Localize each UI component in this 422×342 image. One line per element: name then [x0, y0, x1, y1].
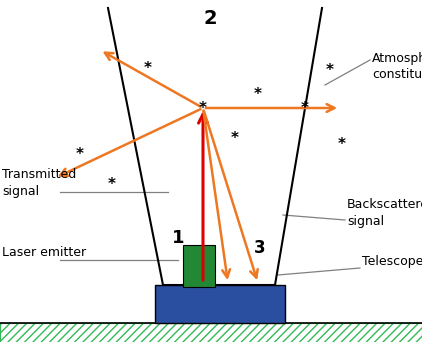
Bar [183, 245, 215, 287]
Text: *: * [326, 63, 334, 78]
Text: *: * [108, 177, 116, 193]
Text: 1: 1 [172, 229, 184, 247]
Text: Transmitted
signal: Transmitted signal [2, 169, 76, 197]
Text: Laser emitter: Laser emitter [2, 246, 86, 259]
Bar [155, 285, 285, 323]
Text: *: * [338, 137, 346, 153]
Text: *: * [301, 101, 309, 116]
Text: *: * [199, 101, 207, 116]
Text: *: * [231, 131, 239, 145]
Text: Telescope: Telescope [362, 255, 422, 268]
Text: 2: 2 [203, 9, 217, 27]
Text: *: * [144, 61, 152, 76]
Text: 3: 3 [254, 239, 266, 257]
Text: *: * [76, 147, 84, 162]
Bar [0, 323, 422, 342]
Text: Backscattered
signal: Backscattered signal [347, 198, 422, 227]
Text: *: * [254, 88, 262, 103]
Text: Atmospheric
constituents: Atmospheric constituents [372, 52, 422, 81]
